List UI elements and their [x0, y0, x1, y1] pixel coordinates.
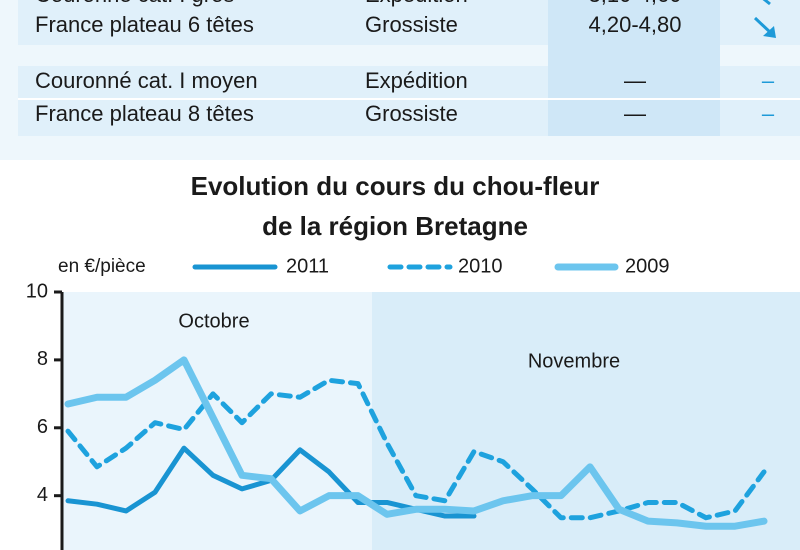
series-line: [65, 377, 767, 521]
y-tick-label: 4: [37, 484, 48, 506]
legend-label: 2009: [625, 255, 670, 277]
chart-title: de la région Bretagne: [262, 211, 528, 241]
table-cell: —: [624, 101, 646, 126]
y-tick-label: 10: [26, 280, 48, 302]
y-tick-label: 8: [37, 348, 48, 370]
table-cell: –: [762, 101, 775, 126]
arrow-head: [763, 26, 776, 38]
table-cell: Grossiste: [365, 101, 458, 126]
y-tick-label: 6: [37, 416, 48, 438]
table-cell: 3,10-4,60: [589, 0, 682, 7]
annotation: Octobre: [178, 310, 249, 332]
chart: Evolution du cours du chou-fleur de la ré…: [26, 171, 768, 550]
table-cell: Couronné cat. I moyen: [35, 68, 258, 93]
table: Couronné cat. I gros Expédition 3,10-4,60 F…: [35, 0, 775, 126]
table-cell: –: [762, 68, 775, 93]
trend-arrows: [753, 0, 776, 38]
chart-title: Evolution du cours du chou-fleur: [191, 171, 600, 201]
legend-label: 2010: [458, 255, 503, 277]
table-cell: France plateau 6 têtes: [35, 12, 254, 37]
table-cell: 4,20-4,80: [589, 12, 682, 37]
table-cell: Expédition: [365, 68, 468, 93]
table-cell: France plateau 8 têtes: [35, 101, 254, 126]
legend-label: 2011: [286, 255, 329, 277]
table-cell: Couronné cat. I gros: [35, 0, 234, 7]
table-cell: Expédition: [365, 0, 468, 7]
y-axis-label: en €/pièce: [58, 256, 146, 277]
arrow: [762, 0, 771, 6]
price-column: [548, 0, 720, 136]
series-line: [64, 356, 768, 530]
annotation: Novembre: [528, 350, 620, 372]
table-cell: Grossiste: [365, 12, 458, 37]
table-cell: —: [624, 68, 646, 93]
